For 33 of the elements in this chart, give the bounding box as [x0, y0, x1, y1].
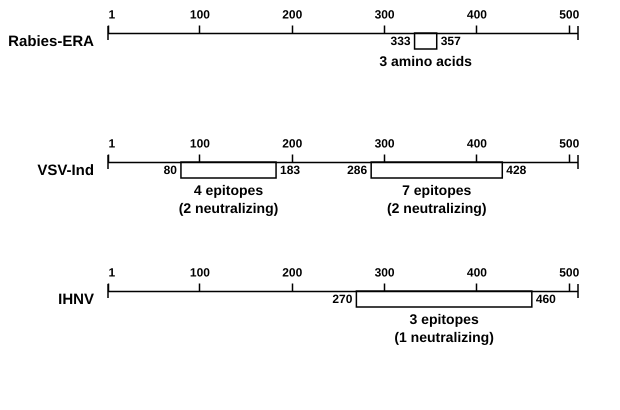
x-tick-label: 200: [282, 266, 303, 280]
x-tick-label: 400: [466, 8, 488, 22]
x-tick-label: 500: [559, 8, 580, 22]
y-tick-label: Rabies-ERA: [8, 33, 94, 50]
annotation: 357: [440, 34, 462, 48]
annotation: 460: [536, 292, 556, 306]
annotation: 80: [164, 163, 178, 177]
x-tick-label: 1: [108, 136, 116, 150]
x-tick-label: 100: [190, 8, 210, 22]
annotation: 3 amino acids: [379, 53, 472, 69]
x-tick-label: 100: [190, 136, 210, 150]
x-tick-label: 400: [466, 136, 488, 150]
x-tick-label: 200: [282, 8, 303, 22]
x-tick-label: 300: [374, 136, 395, 150]
annotation: 7 epitopes (2 neutralizing): [386, 182, 487, 216]
annotation: 428: [506, 163, 527, 177]
x-tick-label: 500: [559, 136, 580, 150]
x-tick-label: 200: [282, 136, 303, 150]
x-tick-label: 500: [559, 266, 580, 280]
x-tick-label: 400: [466, 266, 488, 280]
annotation: 286: [347, 163, 368, 177]
annotation: 270: [332, 292, 353, 306]
annotation: 3 epitopes (1 neutralizing): [394, 311, 494, 345]
x-tick-label: 1: [108, 266, 116, 280]
x-tick-label: 1: [108, 8, 116, 22]
y-tick-label: IHNV: [58, 291, 94, 308]
x-tick-label: 300: [374, 8, 395, 22]
annotation: 4 epitopes (2 neutralizing): [178, 182, 278, 216]
x-tick-label: 300: [374, 266, 395, 280]
y-tick-label: VSV-Ind: [37, 162, 94, 179]
annotation: 183: [280, 163, 300, 177]
annotation: 333: [390, 34, 411, 48]
x-tick-label: 100: [190, 266, 210, 280]
